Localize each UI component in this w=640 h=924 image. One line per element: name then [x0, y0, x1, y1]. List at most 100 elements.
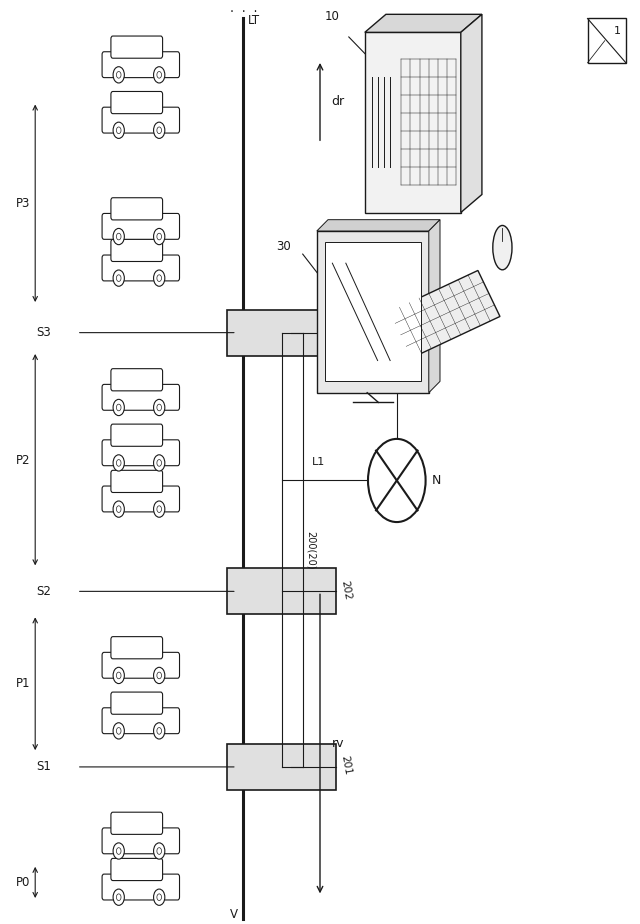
Circle shape	[113, 228, 124, 245]
FancyBboxPatch shape	[111, 369, 163, 391]
FancyBboxPatch shape	[111, 239, 163, 261]
FancyBboxPatch shape	[111, 812, 163, 834]
Text: S2: S2	[36, 585, 51, 598]
FancyBboxPatch shape	[111, 637, 163, 659]
Circle shape	[113, 889, 124, 906]
Circle shape	[116, 71, 121, 79]
Circle shape	[154, 723, 165, 739]
Polygon shape	[429, 220, 440, 393]
Circle shape	[116, 727, 121, 735]
FancyBboxPatch shape	[102, 255, 179, 281]
Text: . . .: . . .	[228, 4, 258, 14]
Circle shape	[157, 459, 161, 467]
Circle shape	[116, 847, 121, 855]
Text: 1: 1	[614, 26, 621, 36]
Text: 200(20): 200(20)	[305, 530, 316, 569]
Text: N: N	[432, 474, 442, 487]
FancyBboxPatch shape	[102, 213, 179, 239]
Circle shape	[113, 67, 124, 83]
Circle shape	[157, 127, 161, 134]
Circle shape	[154, 67, 165, 83]
Circle shape	[113, 399, 124, 416]
Bar	[324, 242, 421, 382]
Bar	[365, 32, 461, 213]
Circle shape	[154, 889, 165, 906]
Text: P0: P0	[16, 876, 30, 889]
FancyBboxPatch shape	[111, 36, 163, 58]
Text: 201: 201	[339, 755, 352, 776]
Circle shape	[116, 233, 121, 240]
Text: P3: P3	[16, 197, 30, 210]
Text: 30: 30	[276, 240, 291, 253]
Circle shape	[154, 667, 165, 684]
FancyBboxPatch shape	[111, 91, 163, 114]
Bar	[227, 310, 335, 356]
Circle shape	[113, 455, 124, 471]
Circle shape	[113, 270, 124, 286]
FancyBboxPatch shape	[102, 107, 179, 133]
Text: S3: S3	[36, 326, 51, 339]
Polygon shape	[461, 14, 482, 213]
Text: . . .: . . .	[228, 922, 258, 924]
Circle shape	[157, 505, 161, 513]
Circle shape	[154, 122, 165, 139]
Text: 203: 203	[339, 321, 352, 342]
Circle shape	[368, 439, 426, 522]
Circle shape	[157, 233, 161, 240]
FancyBboxPatch shape	[102, 708, 179, 734]
Text: LT: LT	[248, 14, 260, 27]
Circle shape	[157, 894, 161, 901]
Circle shape	[113, 122, 124, 139]
FancyBboxPatch shape	[102, 486, 179, 512]
Circle shape	[113, 501, 124, 517]
FancyBboxPatch shape	[102, 652, 179, 678]
Circle shape	[157, 274, 161, 282]
FancyBboxPatch shape	[102, 440, 179, 466]
Ellipse shape	[493, 225, 512, 270]
Bar	[227, 568, 335, 614]
Circle shape	[154, 843, 165, 859]
Circle shape	[157, 727, 161, 735]
Circle shape	[116, 505, 121, 513]
Text: V: V	[230, 908, 238, 921]
Circle shape	[113, 843, 124, 859]
FancyBboxPatch shape	[111, 424, 163, 446]
Bar	[588, 18, 626, 63]
Polygon shape	[317, 220, 440, 231]
FancyBboxPatch shape	[102, 52, 179, 78]
Text: P1: P1	[15, 677, 30, 690]
Text: L2: L2	[403, 332, 417, 342]
FancyBboxPatch shape	[102, 384, 179, 410]
Text: dr: dr	[332, 95, 345, 108]
Text: S1: S1	[36, 760, 51, 773]
Circle shape	[154, 501, 165, 517]
Text: P2: P2	[15, 454, 30, 467]
FancyBboxPatch shape	[111, 198, 163, 220]
Text: rv: rv	[332, 737, 344, 750]
Text: L1: L1	[312, 456, 325, 467]
Circle shape	[116, 404, 121, 411]
Text: 10: 10	[324, 10, 339, 23]
FancyBboxPatch shape	[111, 858, 163, 881]
FancyBboxPatch shape	[102, 874, 179, 900]
Circle shape	[113, 667, 124, 684]
Circle shape	[154, 455, 165, 471]
Circle shape	[157, 71, 161, 79]
Circle shape	[116, 127, 121, 134]
Bar	[227, 744, 335, 790]
Circle shape	[116, 672, 121, 679]
Text: 202: 202	[339, 579, 352, 601]
Polygon shape	[390, 271, 500, 358]
FancyBboxPatch shape	[111, 692, 163, 714]
Circle shape	[154, 399, 165, 416]
Circle shape	[157, 404, 161, 411]
Circle shape	[113, 723, 124, 739]
Circle shape	[157, 847, 161, 855]
Circle shape	[116, 894, 121, 901]
Circle shape	[116, 274, 121, 282]
FancyBboxPatch shape	[102, 828, 179, 854]
FancyBboxPatch shape	[111, 470, 163, 492]
Polygon shape	[365, 14, 482, 32]
Circle shape	[154, 228, 165, 245]
Bar	[317, 231, 429, 393]
